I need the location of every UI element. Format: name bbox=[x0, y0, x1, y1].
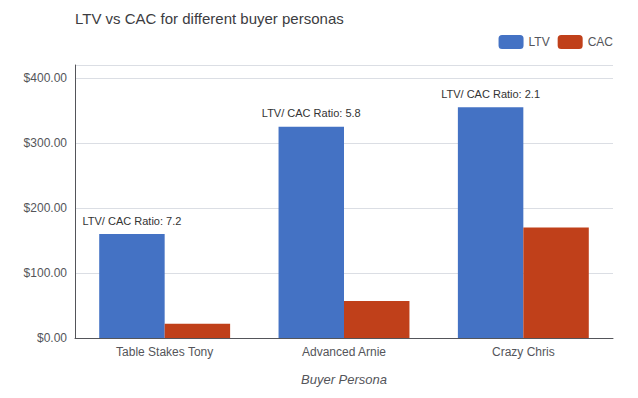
svg-text:$300.00: $300.00 bbox=[24, 136, 68, 150]
svg-text:LTV/ CAC Ratio: 2.1: LTV/ CAC Ratio: 2.1 bbox=[441, 88, 540, 100]
svg-text:LTV vs CAC for different buyer: LTV vs CAC for different buyer personas bbox=[75, 10, 344, 27]
svg-text:$0.00: $0.00 bbox=[37, 331, 67, 345]
svg-text:Buyer Persona: Buyer Persona bbox=[301, 372, 387, 387]
svg-text:Crazy Chris: Crazy Chris bbox=[492, 345, 555, 359]
svg-text:CAC: CAC bbox=[588, 35, 614, 49]
svg-text:Advanced Arnie: Advanced Arnie bbox=[302, 345, 386, 359]
svg-text:LTV: LTV bbox=[529, 35, 550, 49]
svg-text:$200.00: $200.00 bbox=[24, 201, 68, 215]
svg-text:$400.00: $400.00 bbox=[24, 71, 68, 85]
svg-text:LTV/ CAC Ratio: 7.2: LTV/ CAC Ratio: 7.2 bbox=[83, 215, 182, 227]
svg-text:$100.00: $100.00 bbox=[24, 266, 68, 280]
svg-text:LTV/ CAC Ratio: 5.8: LTV/ CAC Ratio: 5.8 bbox=[262, 107, 361, 119]
svg-text:Table Stakes Tony: Table Stakes Tony bbox=[116, 345, 213, 359]
